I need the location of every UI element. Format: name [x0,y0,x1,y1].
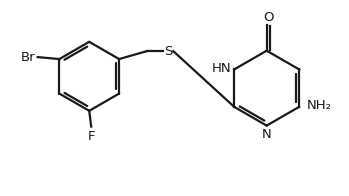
Text: NH₂: NH₂ [307,99,332,112]
Text: O: O [263,11,273,24]
Text: Br: Br [21,51,36,64]
Text: F: F [88,130,95,142]
Text: S: S [164,45,173,58]
Text: N: N [262,128,272,141]
Text: HN: HN [211,62,231,75]
